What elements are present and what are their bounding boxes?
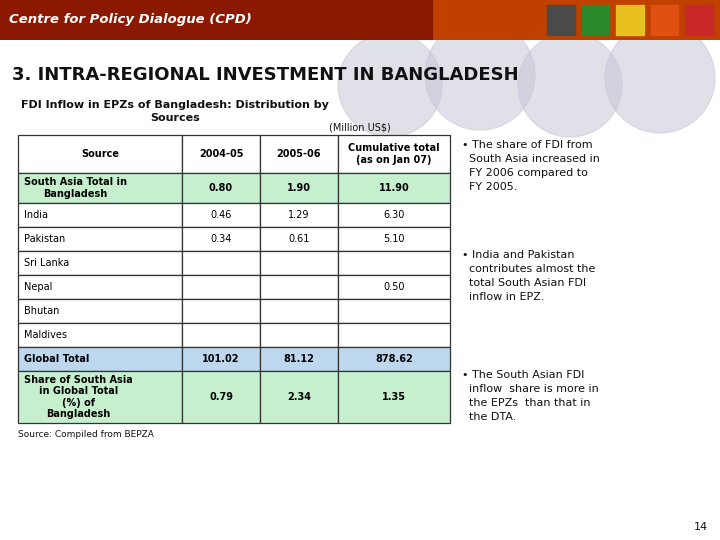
- Text: Global Total: Global Total: [24, 354, 89, 364]
- Bar: [338, 135, 450, 173]
- Text: 1.35: 1.35: [382, 392, 406, 402]
- Text: 0.50: 0.50: [383, 282, 405, 292]
- Bar: [338, 371, 450, 423]
- Text: 0.80: 0.80: [209, 183, 233, 193]
- Text: 2.34: 2.34: [287, 392, 311, 402]
- Circle shape: [605, 23, 715, 133]
- Bar: [616, 5, 644, 35]
- Bar: [338, 173, 450, 203]
- Text: India: India: [24, 210, 48, 220]
- Text: Nepal: Nepal: [24, 282, 53, 292]
- Bar: [18, 203, 182, 227]
- Bar: [260, 371, 338, 423]
- Bar: [685, 5, 713, 35]
- Text: 0.34: 0.34: [210, 234, 232, 244]
- Text: 2004-05: 2004-05: [199, 149, 243, 159]
- Bar: [260, 203, 338, 227]
- Circle shape: [425, 20, 535, 130]
- Bar: [18, 299, 182, 323]
- Bar: [338, 251, 450, 275]
- Bar: [582, 5, 609, 35]
- Text: Bhutan: Bhutan: [24, 306, 59, 316]
- Text: • India and Pakistan
  contributes almost the
  total South Asian FDI
  inflow i: • India and Pakistan contributes almost …: [462, 250, 595, 302]
- Bar: [182, 275, 260, 299]
- Text: 101.02: 101.02: [202, 354, 240, 364]
- Text: Source: Compiled from BEPZA: Source: Compiled from BEPZA: [18, 430, 154, 440]
- Text: 2005-06: 2005-06: [276, 149, 321, 159]
- Bar: [182, 227, 260, 251]
- Text: • The share of FDI from
  South Asia increased in
  FY 2006 compared to
  FY 200: • The share of FDI from South Asia incre…: [462, 140, 600, 192]
- Text: 6.30: 6.30: [383, 210, 405, 220]
- Text: 5.10: 5.10: [383, 234, 405, 244]
- Bar: [338, 275, 450, 299]
- Bar: [338, 299, 450, 323]
- Text: 0.79: 0.79: [209, 392, 233, 402]
- Text: Source: Source: [81, 149, 119, 159]
- Bar: [260, 251, 338, 275]
- Bar: [338, 227, 450, 251]
- Text: 11.90: 11.90: [379, 183, 409, 193]
- Text: 14: 14: [694, 522, 708, 532]
- Bar: [182, 203, 260, 227]
- Bar: [18, 227, 182, 251]
- Bar: [338, 203, 450, 227]
- Circle shape: [518, 33, 622, 137]
- Bar: [338, 323, 450, 347]
- Bar: [182, 173, 260, 203]
- Bar: [18, 347, 182, 371]
- Text: 3. INTRA-REGIONAL INVESTMENT IN BANGLADESH: 3. INTRA-REGIONAL INVESTMENT IN BANGLADE…: [12, 66, 518, 84]
- Text: Pakistan: Pakistan: [24, 234, 66, 244]
- Bar: [182, 299, 260, 323]
- Bar: [260, 323, 338, 347]
- Bar: [260, 135, 338, 173]
- Bar: [260, 173, 338, 203]
- Text: (Million US$): (Million US$): [329, 123, 391, 133]
- Bar: [18, 173, 182, 203]
- Text: South Asia Total in
Bangladesh: South Asia Total in Bangladesh: [24, 177, 127, 199]
- Bar: [182, 323, 260, 347]
- Bar: [547, 5, 575, 35]
- Text: 1.90: 1.90: [287, 183, 311, 193]
- Text: 878.62: 878.62: [375, 354, 413, 364]
- Circle shape: [338, 33, 442, 137]
- Bar: [182, 135, 260, 173]
- Text: 81.12: 81.12: [284, 354, 314, 364]
- Text: Cumulative total
(as on Jan 07): Cumulative total (as on Jan 07): [348, 143, 440, 165]
- Text: Maldives: Maldives: [24, 330, 67, 340]
- Text: 1.29: 1.29: [288, 210, 310, 220]
- Text: Centre for Policy Dialogue (CPD): Centre for Policy Dialogue (CPD): [9, 12, 251, 26]
- Bar: [651, 5, 678, 35]
- Bar: [260, 275, 338, 299]
- Text: Sources: Sources: [150, 113, 200, 123]
- Text: • The South Asian FDI
  inflow  share is more in
  the EPZs  than that in
  the : • The South Asian FDI inflow share is mo…: [462, 370, 599, 422]
- Text: 0.46: 0.46: [210, 210, 232, 220]
- Bar: [260, 299, 338, 323]
- Bar: [182, 371, 260, 423]
- Text: 0.61: 0.61: [288, 234, 310, 244]
- Bar: [182, 347, 260, 371]
- Bar: [18, 135, 182, 173]
- Bar: [260, 227, 338, 251]
- Bar: [18, 371, 182, 423]
- Bar: [338, 347, 450, 371]
- Bar: [18, 275, 182, 299]
- Bar: [18, 251, 182, 275]
- Bar: [0, 0, 432, 40]
- Text: Share of South Asia
in Global Total
(%) of
Bangladesh: Share of South Asia in Global Total (%) …: [24, 375, 132, 420]
- Text: FDI Inflow in EPZs of Bangladesh: Distribution by: FDI Inflow in EPZs of Bangladesh: Distri…: [21, 100, 329, 110]
- Bar: [182, 251, 260, 275]
- Bar: [18, 323, 182, 347]
- Text: Sri Lanka: Sri Lanka: [24, 258, 69, 268]
- Bar: [260, 347, 338, 371]
